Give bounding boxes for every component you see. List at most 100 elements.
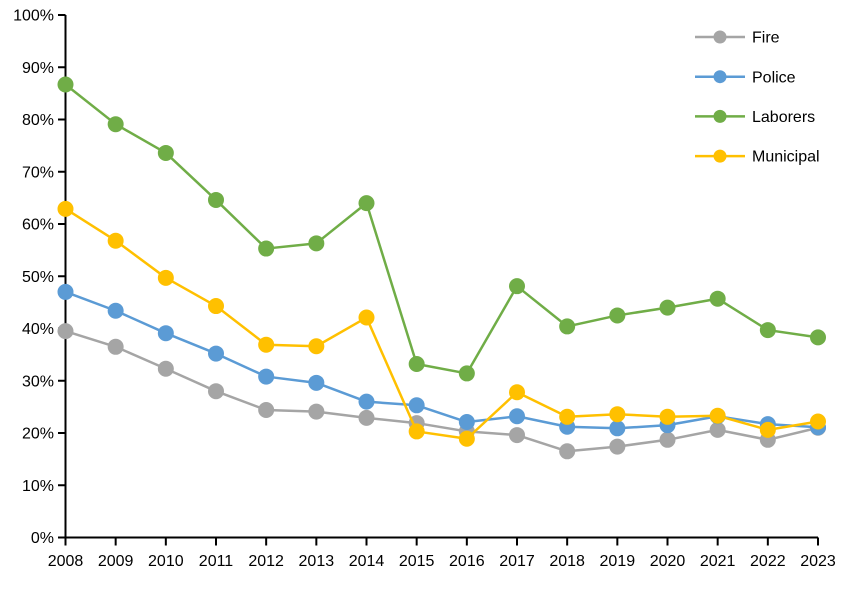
y-axis-tick-label: 20%	[22, 426, 54, 443]
legend-item-police: Police	[695, 69, 796, 86]
marker-municipal-2010	[157, 269, 174, 286]
marker-municipal-2023	[810, 413, 826, 430]
marker-laborers-2019	[609, 307, 626, 324]
marker-fire-2021	[709, 421, 726, 438]
marker-laborers-2009	[107, 116, 124, 133]
x-axis-tick-label: 2010	[148, 553, 184, 570]
x-axis-tick-label: 2017	[499, 553, 535, 570]
marker-fire-2012	[258, 402, 275, 419]
series-fire	[57, 323, 826, 460]
y-axis-tick-label: 50%	[22, 269, 54, 286]
x-axis-tick-label: 2016	[449, 553, 485, 570]
legend-marker-swatch	[713, 109, 727, 123]
marker-police-2013	[308, 374, 325, 391]
marker-police-2008	[57, 283, 74, 300]
legend-label-laborers: Laborers	[752, 109, 815, 126]
marker-fire-2009	[107, 338, 124, 355]
y-axis-tick-label: 60%	[22, 217, 54, 234]
marker-municipal-2011	[208, 298, 224, 315]
axes	[58, 14, 819, 546]
marker-fire-2017	[509, 427, 525, 444]
marker-municipal-2022	[759, 421, 776, 438]
marker-laborers-2016	[458, 365, 475, 382]
marker-fire-2014	[358, 409, 375, 426]
series-laborers-line	[64, 83, 819, 375]
marker-police-2019	[609, 420, 626, 437]
marker-laborers-2015	[408, 356, 425, 373]
marker-municipal-2009	[107, 232, 124, 249]
marker-municipal-2016	[458, 430, 475, 447]
marker-municipal-2014	[358, 309, 375, 326]
x-axis-tick-label: 2019	[600, 553, 636, 570]
marker-municipal-2021	[709, 407, 726, 424]
marker-municipal-2008	[57, 200, 74, 217]
x-axis-tick-label: 2021	[700, 553, 736, 570]
marker-police-2015	[408, 397, 425, 414]
series-municipal-line	[64, 207, 819, 440]
marker-fire-2019	[609, 438, 626, 455]
y-axis-tick-label: 100%	[13, 8, 54, 25]
marker-fire-2018	[559, 443, 576, 460]
marker-fire-2010	[157, 360, 174, 377]
x-axis-tick-label: 2023	[800, 553, 836, 570]
marker-municipal-2013	[308, 338, 325, 355]
marker-municipal-2015	[408, 423, 425, 440]
y-axis-tick-label: 40%	[22, 321, 54, 338]
y-axis-tick-label: 70%	[22, 164, 54, 181]
legend-item-municipal: Municipal	[695, 149, 820, 166]
marker-laborers-2022	[759, 322, 776, 339]
marker-fire-2011	[208, 383, 224, 400]
x-axis-tick-label: 2018	[549, 553, 585, 570]
marker-police-2014	[358, 393, 375, 410]
marker-municipal-2020	[659, 408, 676, 425]
y-axis-tick-label: 80%	[22, 112, 54, 129]
marker-laborers-2014	[358, 195, 375, 212]
marker-laborers-2017	[509, 278, 525, 295]
marker-police-2010	[157, 325, 174, 342]
x-axis-tick-label: 2011	[199, 553, 234, 570]
x-axis-tick-label: 2020	[650, 553, 686, 570]
marker-laborers-2018	[559, 318, 576, 335]
series-laborers	[57, 76, 826, 382]
legend-item-fire: Fire	[695, 30, 780, 47]
marker-fire-2013	[308, 403, 325, 420]
marker-laborers-2008	[57, 76, 74, 93]
x-axis-tick-label: 2013	[299, 553, 335, 570]
marker-laborers-2011	[208, 191, 224, 208]
legend-item-laborers: Laborers	[695, 109, 815, 126]
legend-label-police: Police	[752, 69, 796, 86]
legend-label-municipal: Municipal	[752, 149, 820, 166]
marker-laborers-2023	[810, 329, 826, 346]
series-police-line	[65, 290, 819, 430]
marker-fire-2008	[57, 323, 74, 340]
legend-label-fire: Fire	[752, 30, 780, 47]
y-axis-tick-label: 30%	[22, 373, 54, 390]
marker-police-2009	[107, 302, 124, 319]
marker-laborers-2020	[659, 299, 676, 316]
marker-municipal-2018	[559, 408, 576, 425]
x-axis-tick-label: 2009	[98, 553, 134, 570]
marker-fire-2020	[659, 431, 676, 448]
legend-marker-swatch	[713, 149, 727, 163]
marker-laborers-2021	[709, 290, 726, 307]
x-axis-tick-label: 2022	[750, 553, 786, 570]
y-axis-tick-label: 10%	[22, 478, 54, 495]
marker-police-2011	[208, 345, 224, 362]
legend: Fire Police Laborers Municipal	[695, 30, 820, 166]
y-axis-tick-label: 90%	[22, 60, 54, 77]
marker-laborers-2012	[258, 240, 275, 257]
marker-municipal-2012	[258, 336, 275, 353]
x-axis-tick-label: 2015	[399, 553, 435, 570]
marker-laborers-2010	[157, 144, 174, 161]
series-fire-line	[65, 329, 819, 453]
marker-laborers-2013	[308, 235, 325, 252]
series-municipal	[57, 200, 826, 447]
y-axis-tick-label: 0%	[31, 530, 54, 547]
x-axis-tick-label: 2012	[248, 553, 284, 570]
legend-marker-swatch	[713, 30, 727, 44]
marker-police-2012	[258, 368, 275, 385]
marker-police-2017	[509, 408, 525, 425]
x-axis-tick-label: 2014	[349, 553, 385, 570]
